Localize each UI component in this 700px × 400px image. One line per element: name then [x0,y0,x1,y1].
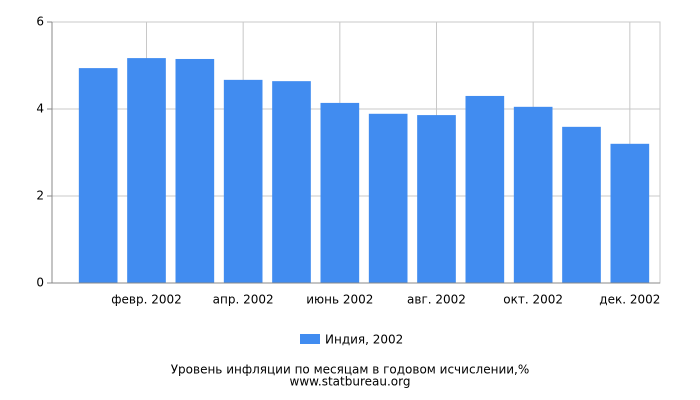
x-tick-label: авг. 2002 [407,293,466,307]
x-tick-label: февр. 2002 [111,293,182,307]
bar [175,58,215,283]
bar [223,79,263,283]
bar [465,95,505,283]
bar [320,102,360,283]
y-tick-label: 0 [36,276,44,290]
x-tick-label: окт. 2002 [503,293,563,307]
bar [562,126,601,284]
chart-title: Уровень инфляции по месяцам в годовом ис… [171,363,530,377]
bar [610,143,650,283]
bar [127,58,166,284]
x-tick-label: апр. 2002 [213,293,274,307]
bar [513,106,553,283]
legend-swatch [300,334,320,344]
legend-label: Индия, 2002 [325,333,403,347]
y-tick-label: 4 [36,102,44,116]
y-tick-label: 6 [36,15,44,29]
bar [417,115,456,283]
x-tick-label: дек. 2002 [599,293,660,307]
y-tick-label: 2 [36,189,44,203]
bar [368,113,408,283]
bar [78,68,118,283]
bar [272,81,311,283]
x-tick-label: июнь 2002 [306,293,373,307]
chart-source: www.statbureau.org [290,375,411,389]
